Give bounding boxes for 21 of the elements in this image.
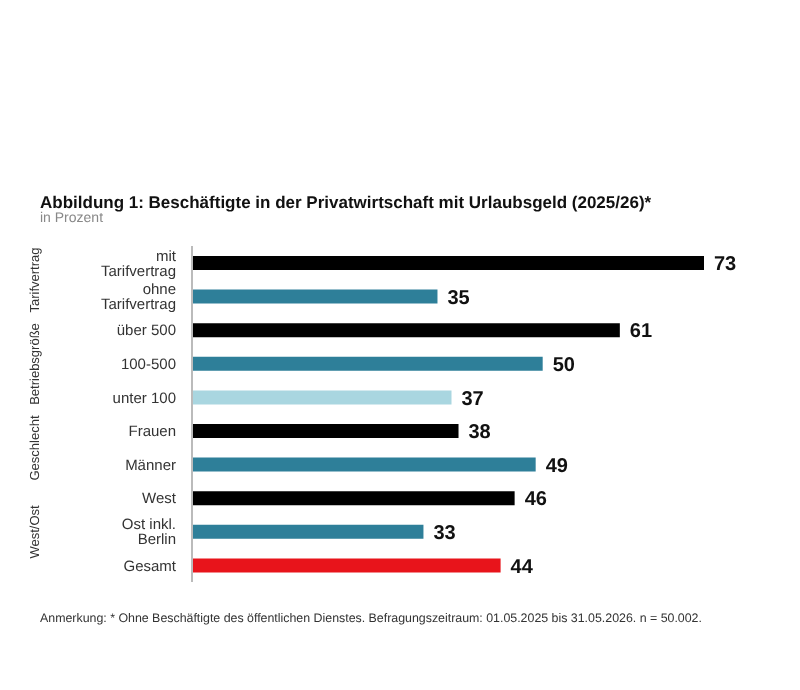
data-label: 73 xyxy=(714,254,738,277)
chart-title: Abbildung 1: Beschäftigte in der Privatwirtschaft mit Urlaubsgeld (2025/26)* xyxy=(40,192,654,212)
bar xyxy=(192,558,501,573)
bar xyxy=(192,457,536,472)
data-label: 50 xyxy=(552,354,576,377)
data-label: 37 xyxy=(461,388,485,411)
bar xyxy=(192,491,515,506)
bar xyxy=(192,424,459,438)
bar xyxy=(192,289,438,304)
data-label: 33 xyxy=(433,522,457,545)
data-label: 38 xyxy=(468,422,492,445)
data-label: 46 xyxy=(524,489,548,512)
bar xyxy=(192,323,620,338)
bar xyxy=(192,524,424,539)
bar xyxy=(192,256,704,270)
data-label: 49 xyxy=(545,455,569,478)
bar xyxy=(192,390,452,405)
data-label: 61 xyxy=(629,321,653,344)
data-label: 44 xyxy=(510,556,534,579)
data-label: 35 xyxy=(447,287,471,310)
bar xyxy=(192,356,543,371)
